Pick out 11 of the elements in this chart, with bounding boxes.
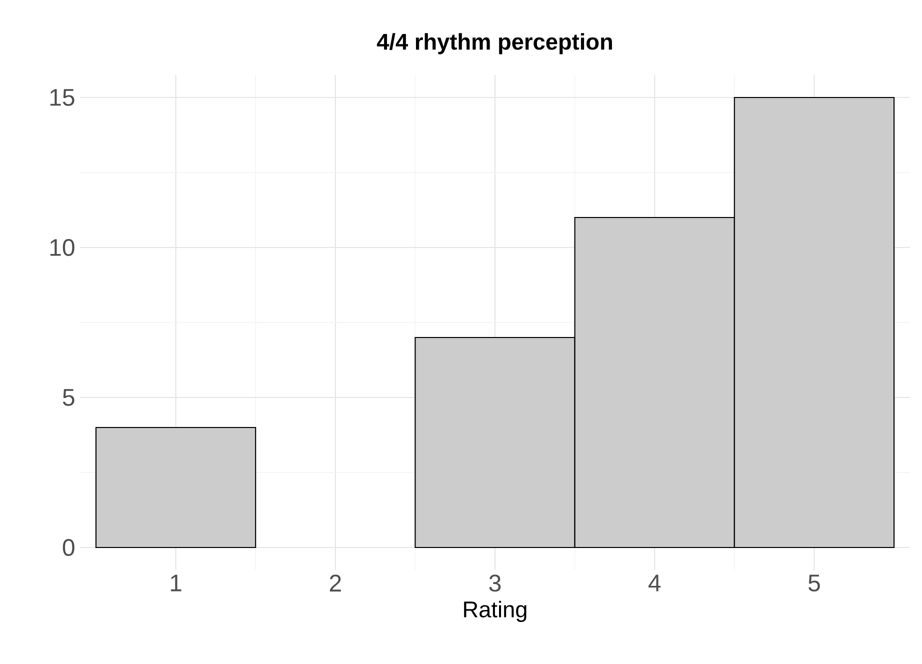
x-tick-label: 1 (170, 574, 182, 592)
x-axis-title: Rating (464, 600, 526, 622)
x-tick-label: 3 (489, 574, 501, 592)
y-tick-label: 15 (50, 89, 74, 106)
x-tick-label: 2 (330, 574, 341, 592)
y-tick-label: 10 (50, 238, 74, 256)
y-tick-label: 0 (62, 538, 74, 556)
y-tick-label: 5 (62, 389, 74, 406)
x-tick-label: 4 (648, 574, 661, 592)
chart-title: 4/4 rhythm perception (376, 33, 612, 54)
x-tick-label: 5 (808, 574, 820, 592)
